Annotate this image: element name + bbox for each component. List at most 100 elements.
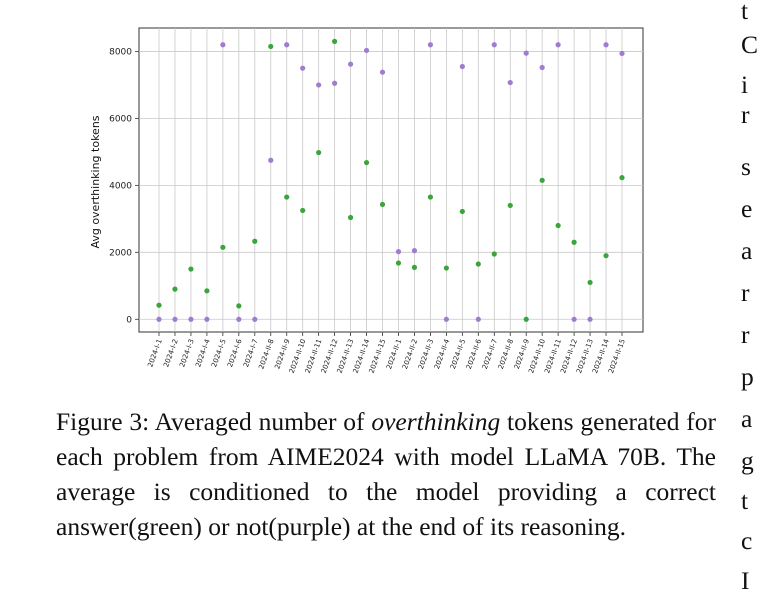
data-point-incorrect <box>220 42 226 48</box>
y-tick-label: 2000 <box>109 248 132 258</box>
margin-letter: s <box>741 152 751 181</box>
data-point-correct <box>395 260 402 266</box>
data-point-incorrect <box>619 50 625 57</box>
data-point-incorrect <box>363 47 370 54</box>
data-point-incorrect <box>268 157 274 163</box>
data-point-incorrect <box>587 316 593 322</box>
data-point-correct <box>507 202 513 209</box>
margin-letter: i <box>741 70 749 99</box>
margin-letter: a <box>741 236 753 265</box>
data-point-incorrect <box>523 50 529 56</box>
x-tick-label: 2024-II-15 <box>607 338 627 374</box>
margin-letter: C <box>741 30 759 59</box>
data-point-correct <box>188 266 194 272</box>
margin-letter: e <box>741 194 753 223</box>
data-point-incorrect <box>204 316 210 322</box>
data-point-incorrect <box>443 316 449 322</box>
x-tick-label: 2024-I-6 <box>226 337 244 368</box>
data-point-incorrect <box>347 61 354 67</box>
x-tick-label: 2024-II-4 <box>433 337 451 370</box>
data-point-correct <box>172 286 178 292</box>
margin-letter: a <box>741 404 753 433</box>
data-point-incorrect <box>475 316 481 322</box>
caption-prefix: Figure 3: Averaged number of <box>56 407 372 436</box>
data-point-correct <box>475 261 481 267</box>
data-point-incorrect <box>172 316 178 322</box>
data-point-correct <box>363 159 370 166</box>
x-tick-label: 2024-II-2 <box>401 338 419 370</box>
data-point-incorrect <box>539 64 545 71</box>
data-point-correct <box>300 207 306 214</box>
data-point-correct <box>555 222 561 229</box>
margin-letter: I <box>741 566 750 595</box>
data-point-correct <box>204 288 210 294</box>
data-point-incorrect <box>316 82 322 88</box>
data-point-incorrect <box>491 42 497 48</box>
data-point-correct <box>459 208 465 215</box>
x-tick-label: 2024-I-7 <box>242 338 260 368</box>
x-tick-label: 2024-II-5 <box>449 338 467 370</box>
margin-letter: p <box>741 362 754 391</box>
margin-letter: r <box>741 100 750 129</box>
data-point-correct <box>523 316 529 322</box>
y-tick-label: 0 <box>126 315 132 325</box>
data-point-correct <box>268 43 274 50</box>
x-tick-label: 2024-II-3 <box>417 338 435 370</box>
x-tick-label: 2024-II-6 <box>465 337 483 370</box>
data-point-incorrect <box>395 249 402 255</box>
data-point-correct <box>427 194 434 200</box>
data-point-incorrect <box>555 42 561 48</box>
y-axis-label: Avg overthinking tokens <box>89 115 102 248</box>
x-tick-label: 2024-II-15 <box>368 338 388 374</box>
figure-caption: Figure 3: Averaged number of overthinkin… <box>56 404 716 544</box>
x-tick-label: 2024-I-3 <box>178 338 196 368</box>
data-point-correct <box>332 38 338 44</box>
data-point-correct <box>347 214 354 221</box>
data-point-incorrect <box>284 42 290 48</box>
margin-letter: r <box>741 320 750 349</box>
y-tick-label: 4000 <box>109 181 132 191</box>
caption-suffix: tokens generated for each problem from A… <box>56 407 717 541</box>
x-tick-label: 2024-I-1 <box>146 338 164 368</box>
x-tick-label: 2024-II-7 <box>481 338 499 370</box>
x-tick-label: 2024-I-2 <box>162 338 180 368</box>
margin-letter: t <box>741 486 749 515</box>
data-point-incorrect <box>156 316 162 322</box>
data-point-incorrect <box>571 316 577 322</box>
x-tick-label: 2024-II-9 <box>513 338 531 370</box>
x-tick-label: 2024-II-9 <box>273 338 291 370</box>
x-tick-label: 2024-II-8 <box>257 338 275 370</box>
data-point-incorrect <box>188 316 194 322</box>
data-point-correct <box>220 244 226 250</box>
data-point-correct <box>284 194 290 200</box>
margin-letter: r <box>741 278 750 307</box>
data-point-correct <box>603 253 609 259</box>
margin-letter: g <box>741 446 754 475</box>
data-point-correct <box>539 177 545 183</box>
y-tick-label: 8000 <box>109 47 132 57</box>
data-point-correct <box>587 279 593 286</box>
data-point-correct <box>443 265 449 271</box>
data-point-correct <box>379 201 386 208</box>
data-point-incorrect <box>603 42 609 48</box>
x-tick-label: 2024-II-8 <box>497 338 515 370</box>
data-point-incorrect <box>507 79 513 86</box>
data-point-correct <box>236 303 242 309</box>
data-point-incorrect <box>379 69 386 75</box>
y-tick-label: 6000 <box>109 114 132 124</box>
data-point-correct <box>411 264 418 270</box>
data-point-correct <box>316 149 322 156</box>
data-point-correct <box>156 302 162 308</box>
data-point-incorrect <box>332 80 338 86</box>
x-tick-label: 2024-I-5 <box>210 338 228 368</box>
data-point-incorrect <box>427 42 434 48</box>
margin-letter: t <box>741 0 749 25</box>
data-points <box>156 38 625 322</box>
x-tick-label: 2024-I-4 <box>194 337 212 368</box>
data-point-incorrect <box>459 63 465 70</box>
data-point-correct <box>491 251 497 257</box>
data-point-incorrect <box>236 316 242 322</box>
data-point-correct <box>252 238 258 244</box>
